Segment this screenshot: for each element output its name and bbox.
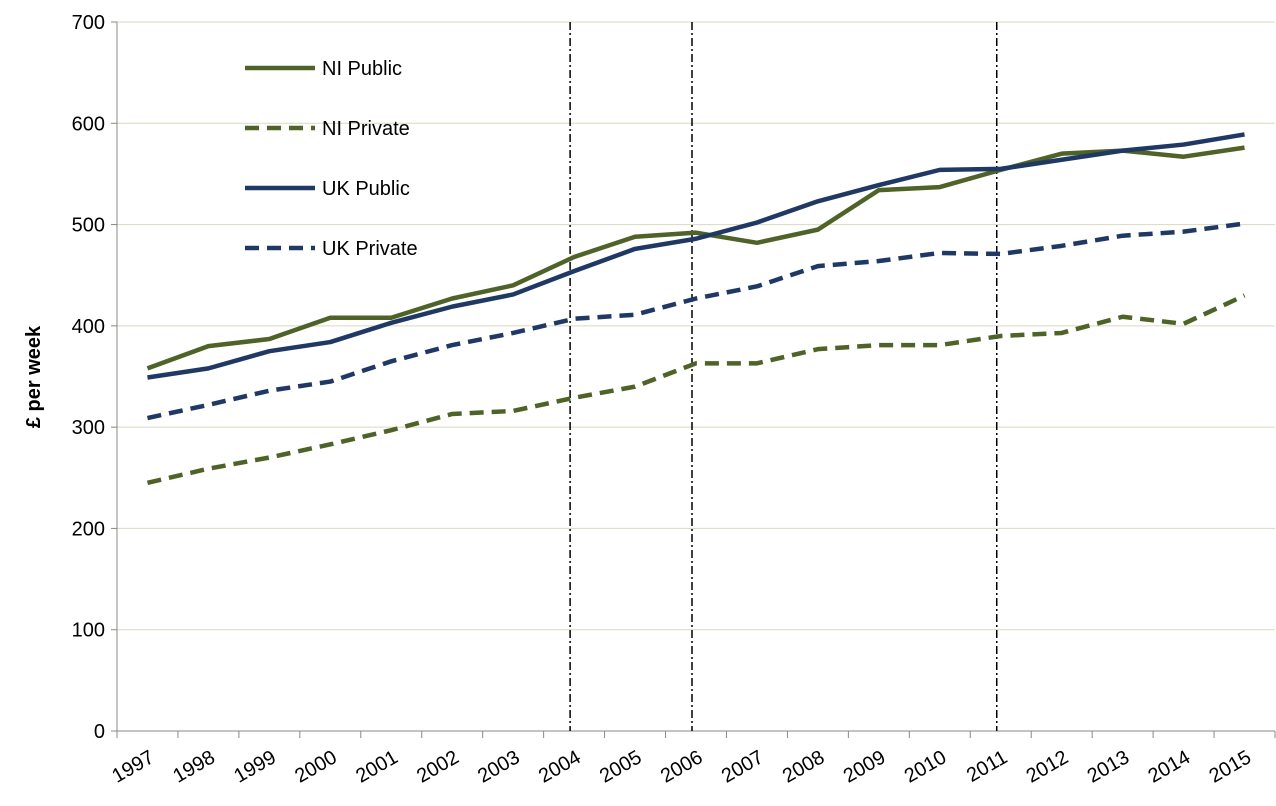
- x-tick-label: 2012: [1023, 746, 1073, 787]
- x-tick-label: 2004: [535, 746, 585, 787]
- x-tick-label: 2013: [1084, 746, 1134, 787]
- x-tick-label: 2015: [1205, 746, 1255, 787]
- legend-label: UK Public: [322, 178, 410, 200]
- x-tick-label: 1997: [108, 746, 158, 787]
- x-tick-label: 2003: [474, 746, 524, 787]
- legend-label: UK Private: [322, 238, 418, 260]
- y-tick-label: 700: [72, 12, 105, 34]
- x-tick-label: 2000: [291, 746, 341, 787]
- y-tick-label: 100: [72, 620, 105, 642]
- x-tick-label: 2005: [596, 746, 646, 787]
- x-tick-label: 2010: [901, 746, 951, 787]
- series-line: [146, 145, 1245, 371]
- legend-label: NI Public: [322, 58, 402, 80]
- x-tick-label: 2002: [413, 746, 463, 787]
- series-line: [146, 221, 1245, 421]
- series-line: [146, 293, 1246, 486]
- x-tick-label: 2006: [657, 746, 707, 787]
- legend-label: NI Private: [322, 118, 410, 140]
- x-tick-label: 2009: [840, 746, 890, 787]
- x-tick-label: 2008: [779, 746, 829, 787]
- y-tick-label: 600: [72, 113, 105, 135]
- x-tick-label: 2007: [718, 746, 768, 787]
- series-line: [147, 132, 1245, 380]
- x-tick-label: 2001: [352, 746, 402, 787]
- x-tick-label: 1999: [230, 746, 280, 787]
- x-tick-label: 2011: [963, 746, 1011, 787]
- x-tick-label: 1998: [169, 746, 219, 787]
- y-tick-label: 300: [72, 417, 105, 439]
- y-tick-label: 0: [94, 721, 105, 743]
- y-tick-label: 200: [72, 518, 105, 540]
- y-tick-label: 400: [72, 316, 105, 338]
- y-tick-label: 500: [72, 215, 105, 237]
- y-axis-label: £ per week: [23, 325, 45, 428]
- x-tick-label: 2014: [1145, 746, 1195, 787]
